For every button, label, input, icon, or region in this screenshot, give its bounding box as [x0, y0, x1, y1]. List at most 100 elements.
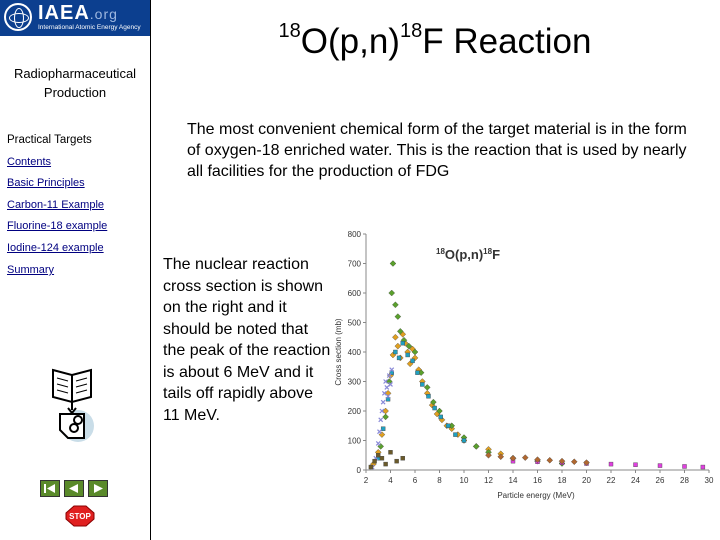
logo-subtitle: International Atomic Energy Agency [38, 24, 141, 31]
y-tick-label: 700 [348, 260, 362, 269]
data-point [383, 461, 388, 467]
x-tick-label: 30 [705, 476, 714, 485]
x-tick-label: 28 [680, 476, 689, 485]
x-tick-label: 10 [460, 476, 469, 485]
data-point [608, 461, 614, 467]
nav-link-summary[interactable]: Summary [7, 264, 55, 276]
x-tick-label: 20 [582, 476, 591, 485]
data-point [383, 379, 389, 384]
data-point [389, 370, 394, 375]
data-point [394, 458, 399, 464]
x-tick-label: 6 [413, 476, 418, 485]
y-tick-label: 400 [348, 348, 362, 357]
data-point [379, 455, 385, 461]
logo-name: IAEA.org [38, 2, 118, 24]
nav-link-iodine-124[interactable]: Iodine-124 example [7, 242, 104, 254]
data-point [558, 457, 566, 465]
data-point [392, 333, 399, 341]
data-point [393, 349, 398, 355]
data-point [415, 370, 420, 375]
x-tick-label: 16 [533, 476, 542, 485]
data-point [426, 394, 431, 399]
x-tick-label: 14 [509, 476, 518, 485]
data-point [392, 301, 399, 309]
first-slide-button[interactable] [40, 480, 60, 497]
data-point [380, 399, 386, 405]
data-point [372, 458, 377, 464]
previous-slide-button[interactable] [64, 480, 84, 497]
data-point [377, 429, 382, 435]
y-tick-label: 200 [348, 407, 362, 416]
data-point [657, 463, 663, 468]
data-point [438, 414, 443, 420]
data-point [382, 413, 389, 421]
data-point [394, 313, 402, 320]
x-tick-label: 18 [558, 476, 567, 485]
data-point [700, 464, 706, 470]
nav-link-carbon-11[interactable]: Carbon-11 Example [7, 199, 105, 211]
data-point [432, 405, 437, 411]
next-slide-button[interactable] [88, 480, 108, 497]
nav-link-contents[interactable]: Contents [7, 156, 52, 168]
data-point [570, 458, 578, 466]
book-glossary-icon[interactable] [48, 362, 98, 444]
x-tick-label: 12 [484, 476, 493, 485]
data-point [376, 453, 381, 458]
nav-link-fluorine-18[interactable]: Fluorine-18 example [7, 220, 108, 232]
data-point [411, 348, 419, 356]
data-point [379, 408, 385, 414]
nav-link-basic-principles[interactable]: Basic Principles [7, 177, 85, 189]
data-point [385, 396, 391, 402]
data-point [380, 426, 386, 431]
data-point [405, 342, 413, 350]
x-tick-label: 26 [656, 476, 665, 485]
data-point [410, 358, 415, 364]
y-tick-label: 500 [348, 319, 362, 328]
data-point [368, 464, 374, 470]
y-tick-label: 800 [348, 230, 362, 239]
y-tick-label: 600 [348, 289, 362, 298]
stop-button[interactable]: STOP [65, 505, 95, 527]
data-point [682, 464, 687, 469]
page-title: 18O(p,n)18F Reaction [278, 20, 592, 61]
production-label: Radiopharmaceutical Production [13, 66, 137, 100]
x-tick-label: 2 [364, 476, 369, 485]
data-point [472, 443, 480, 450]
data-point [423, 384, 431, 391]
data-point [394, 342, 402, 350]
data-point [389, 367, 395, 373]
x-tick-label: 24 [631, 476, 640, 485]
cross-section-description: The nuclear reaction cross section is sh… [163, 256, 331, 424]
data-point [485, 451, 492, 459]
data-point [583, 459, 590, 466]
y-axis-label: Cross section (mb) [334, 318, 343, 385]
data-point [546, 456, 554, 464]
data-point [430, 398, 437, 406]
data-point [497, 453, 505, 461]
x-tick-label: 8 [437, 476, 442, 485]
data-point [378, 417, 384, 423]
data-point [420, 382, 425, 387]
data-point [389, 260, 397, 267]
chart-title: 18O(p,n)18F [436, 247, 500, 262]
data-point [633, 462, 638, 467]
data-point [534, 456, 541, 463]
atom-emblem-icon [4, 3, 32, 31]
data-point [436, 407, 443, 415]
data-point [400, 455, 405, 461]
x-tick-label: 4 [388, 476, 393, 485]
data-point [453, 432, 458, 437]
data-point [388, 289, 396, 297]
iaea-logo[interactable]: IAEA.org International Atomic Energy Age… [0, 0, 150, 36]
data-point [375, 441, 381, 446]
slide-navigation [40, 480, 108, 497]
intro-text: The most convenient chemical form of the… [187, 121, 687, 180]
sidebar: IAEA.org International Atomic Energy Age… [0, 0, 151, 540]
data-point [521, 454, 529, 461]
stop-label: STOP [69, 512, 91, 521]
data-point [388, 382, 393, 387]
x-tick-label: 22 [607, 476, 616, 485]
x-axis-label: Particle energy (MeV) [497, 491, 575, 500]
y-tick-label: 100 [348, 437, 362, 446]
